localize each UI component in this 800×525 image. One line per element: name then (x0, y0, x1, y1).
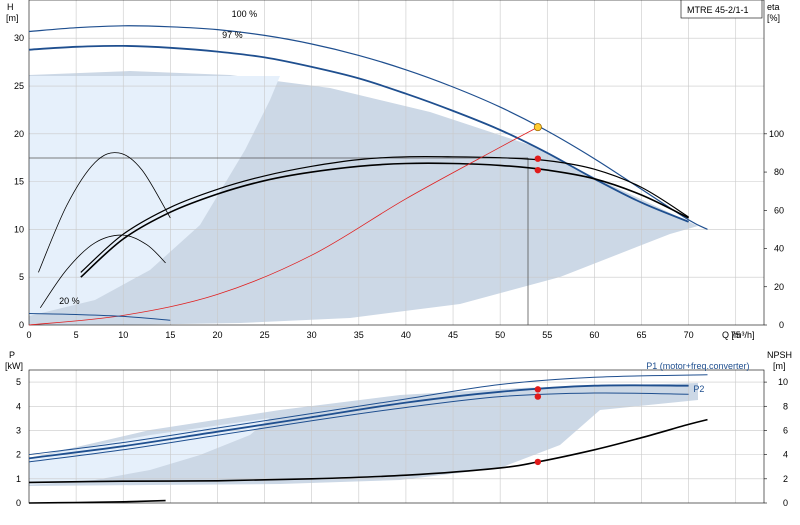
p-axis-label: P (9, 350, 15, 360)
working-point-marker (534, 166, 542, 174)
y-tick-label: 0 (19, 320, 24, 330)
chart-title: MTRE 45-2/1-1 (687, 5, 749, 15)
npsh-axis-label: NPSH (767, 350, 792, 360)
x-tick-label: 35 (354, 330, 364, 340)
y-tick-label: 20 (14, 129, 24, 139)
y-axis-label-h: H (7, 2, 14, 12)
y-tick-label: 15 (14, 177, 24, 187)
bottom-series-line-3 (28, 418, 708, 484)
y2-axis-label-eta: eta (767, 2, 780, 12)
y2-tick-label: 40 (774, 244, 784, 254)
top-series-line-6 (38, 152, 171, 273)
bottom-points-group (534, 386, 542, 466)
x-tick-label: 40 (401, 330, 411, 340)
p-tick-label: 5 (16, 377, 21, 387)
y-axis-label-h-unit: [m] (6, 13, 19, 23)
bottom-legend-labels: P1 (motor+freq.converter) P2 (646, 361, 749, 394)
p-axis-label-unit: [kW] (5, 361, 23, 371)
bottom-operating-areas (29, 383, 698, 486)
power-point-marker (534, 393, 542, 400)
y-tick-label: 5 (19, 272, 24, 282)
title-box (680, 0, 763, 19)
top-series-line-2 (80, 155, 689, 273)
p-tick-label: 2 (16, 450, 21, 460)
p-tick-label: 4 (16, 401, 21, 411)
npsh-tick-label: 6 (783, 425, 788, 435)
npsh-axis-label-unit: [m] (773, 361, 786, 371)
y2-axis-label-eta-unit: [%] (767, 13, 780, 23)
y-tick-label: 25 (14, 81, 24, 91)
x-tick-label: 5 (74, 330, 79, 340)
speed-annotation: 20 % (59, 296, 80, 306)
power-legend-label: P1 (motor+freq.converter) (646, 361, 749, 371)
duty-point-marker (533, 123, 542, 132)
power-point-marker (534, 458, 542, 466)
x-tick-label: 30 (307, 330, 317, 340)
working-point-marker (534, 155, 542, 162)
p-tick-label: 1 (16, 474, 21, 484)
bottom-series-line-0 (28, 374, 708, 456)
top-series-group (28, 25, 708, 326)
top-series-line-0 (28, 25, 708, 230)
top-series-line-7 (39, 234, 166, 309)
bottom-series-line-2 (28, 392, 689, 463)
bottom-series-group (28, 374, 708, 504)
top-series-line-4 (28, 126, 538, 326)
top-annotations: 100 % 97 % 20 % (59, 9, 257, 306)
x-tick-label: 25 (260, 330, 270, 340)
y2-tick-label: 60 (774, 205, 784, 215)
top-grid (29, 0, 764, 325)
top-panel: H [m] eta [%] Q [m³/h] MTRE 45-2/1-1 0 5 1… (6, 0, 784, 340)
top-series-line-3 (80, 162, 689, 278)
bottom-panel: P [kW] NPSH [m] 0 1 2 3 4 5 0 2 4 6 8 10 P1 (motor+… (5, 350, 792, 508)
y2-tick-label: 20 (774, 282, 784, 292)
y2-tick-label: 100 (769, 129, 784, 139)
top-points-group (533, 123, 542, 174)
top-series-line-1 (28, 44, 689, 223)
npsh-tick-label: 0 (783, 498, 788, 508)
x-axis-label: Q [m³/h] (722, 330, 755, 340)
y2-tick-label: 80 (774, 167, 784, 177)
top-tick-labels: 0 5 10 15 20 25 30 35 40 45 50 55 60 65 70 75 0 5 10 15 20 25… (14, 33, 784, 340)
bottom-plot-frame (28, 369, 765, 504)
power-legend-label: P2 (693, 384, 704, 394)
x-tick-label: 20 (212, 330, 222, 340)
speed-annotation: 97 % (222, 30, 243, 40)
power-range-area (29, 383, 698, 486)
npsh-tick-label: 4 (783, 450, 788, 460)
bottom-tick-labels: 0 1 2 3 4 5 0 2 4 6 8 10 (16, 377, 788, 508)
npsh-tick-label: 10 (778, 377, 788, 387)
x-tick-label: 75 (731, 330, 741, 340)
p-tick-label: 3 (16, 425, 21, 435)
power-point-marker (534, 386, 542, 393)
y-tick-label: 10 (14, 224, 24, 234)
x-tick-label: 0 (26, 330, 31, 340)
npsh-tick-label: 8 (783, 401, 788, 411)
speed-annotation: 100 % (232, 9, 258, 19)
bottom-series-line-4 (28, 499, 166, 504)
x-tick-label: 55 (542, 330, 552, 340)
x-tick-label: 50 (495, 330, 505, 340)
power-light-area (29, 418, 270, 485)
top-series-line-5 (28, 313, 171, 321)
x-tick-label: 65 (636, 330, 646, 340)
y-tick-label: 30 (14, 33, 24, 43)
npsh-tick-label: 2 (783, 474, 788, 484)
x-tick-label: 60 (589, 330, 599, 340)
x-tick-label: 45 (448, 330, 458, 340)
x-tick-label: 15 (165, 330, 175, 340)
y2-tick-label: 0 (779, 320, 784, 330)
bottom-series-line-1 (28, 384, 689, 460)
p-tick-label: 0 (16, 498, 21, 508)
x-tick-label: 10 (118, 330, 128, 340)
x-tick-label: 70 (684, 330, 694, 340)
top-plot-frame (28, 0, 765, 326)
